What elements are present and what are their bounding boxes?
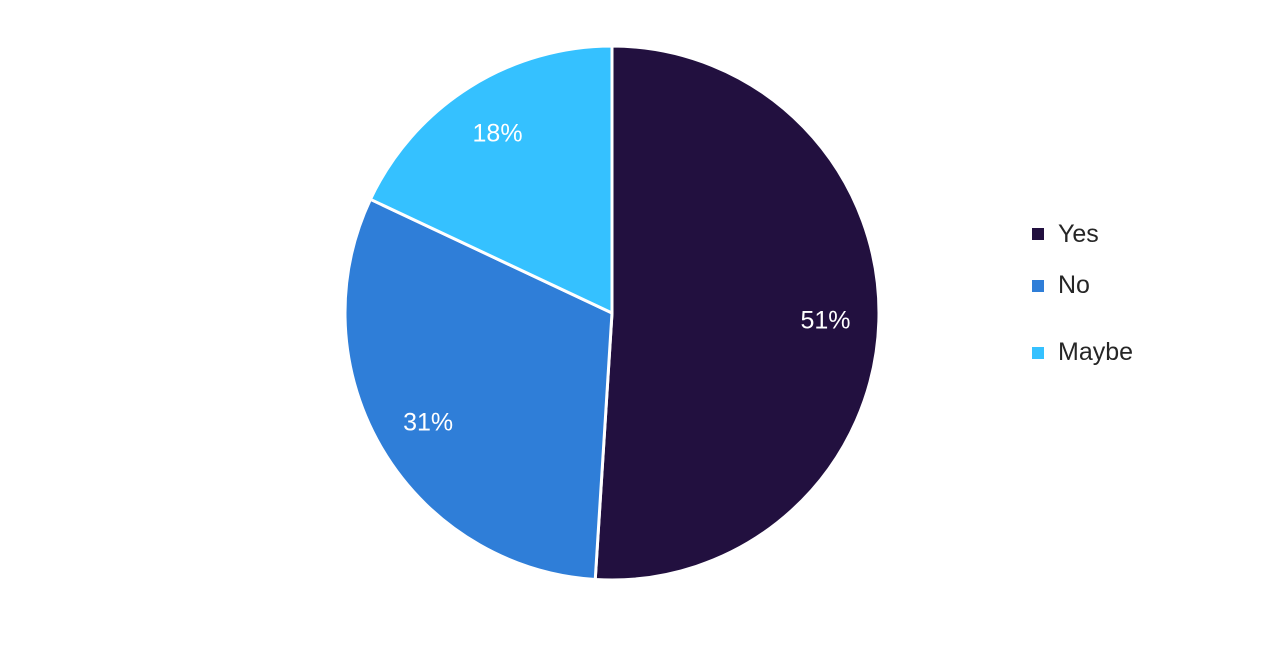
legend-swatch-yes [1032, 228, 1044, 240]
legend-swatch-no [1032, 279, 1044, 292]
legend-swatch-maybe [1032, 346, 1044, 359]
legend-item-yes: Yes [1032, 216, 1133, 252]
data-label-maybe: 18% [473, 120, 523, 148]
pie-slice-no [343, 197, 614, 581]
legend-label-no: No [1058, 271, 1090, 299]
pie-slice-maybe [368, 44, 614, 315]
data-label-no: 31% [403, 409, 453, 437]
pie-slice-yes [593, 44, 881, 582]
data-label-yes: 51% [800, 307, 850, 335]
legend-item-no: No [1032, 252, 1133, 319]
legend-label-yes: Yes [1058, 219, 1099, 248]
legend-item-maybe: Maybe [1032, 319, 1133, 386]
legend: Yes No Maybe [1032, 216, 1133, 386]
legend-label-maybe: Maybe [1058, 338, 1134, 366]
